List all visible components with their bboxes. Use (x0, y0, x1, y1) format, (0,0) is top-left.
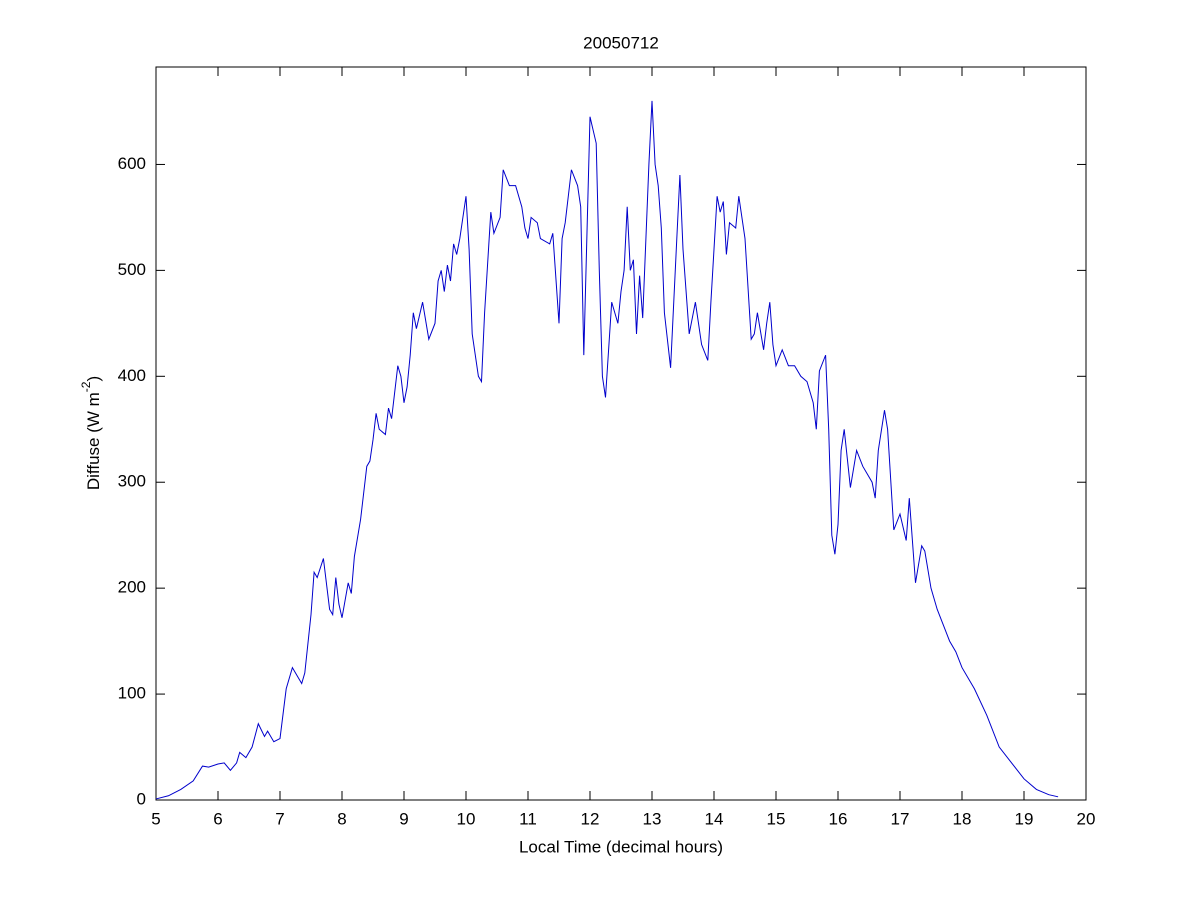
x-tick-label: 16 (829, 809, 848, 828)
y-tick-label: 600 (118, 154, 146, 173)
y-tick-label: 300 (118, 472, 146, 491)
x-tick-label: 20 (1077, 809, 1096, 828)
x-tick-label: 8 (337, 809, 346, 828)
y-tick-label: 100 (118, 684, 146, 703)
plot-area (155, 66, 1087, 801)
x-tick-label: 6 (213, 809, 222, 828)
x-tick-label: 10 (457, 809, 476, 828)
x-tick-label: 18 (953, 809, 972, 828)
y-label-text: Diffuse (W m (84, 392, 103, 490)
x-axis-label: Local Time (decimal hours) (519, 837, 723, 856)
x-tick-label: 14 (705, 809, 724, 828)
chart-title: 20050712 (583, 33, 659, 52)
y-tick-label: 500 (118, 260, 146, 279)
x-tick-label: 12 (581, 809, 600, 828)
y-label-superscript: -2 (79, 381, 93, 392)
y-tick-label: 200 (118, 578, 146, 597)
x-tick-label: 5 (151, 809, 160, 828)
data-line (155, 100, 1059, 800)
x-tick-label: 9 (399, 809, 408, 828)
x-tick-label: 19 (1015, 809, 1034, 828)
x-tick-label: 17 (891, 809, 910, 828)
y-label-suffix: ) (84, 376, 103, 382)
y-axis-label: Diffuse (W m-2) (79, 376, 103, 490)
y-tick-label: 0 (137, 789, 146, 808)
x-tick-label: 15 (767, 809, 786, 828)
x-tick-label: 7 (275, 809, 284, 828)
y-tick-label: 400 (118, 366, 146, 385)
x-tick-label: 13 (643, 809, 662, 828)
x-tick-label: 11 (519, 809, 537, 828)
